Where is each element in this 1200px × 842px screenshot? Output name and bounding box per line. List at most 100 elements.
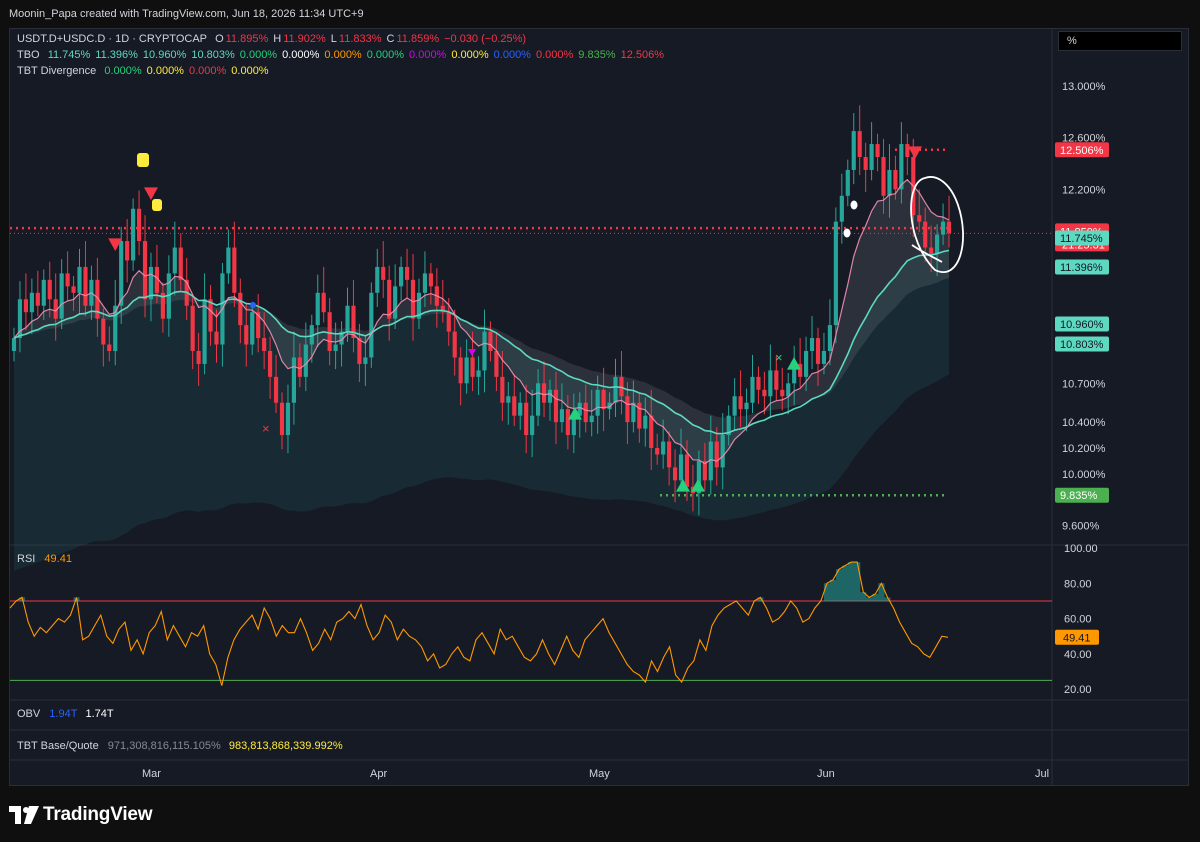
tbo-value-12: 9.835% [578, 49, 616, 61]
tbt-divergence-value-2: 0.000% [188, 65, 227, 77]
candle-body [273, 376, 279, 403]
tbt-divergence-legend[interactable]: TBT Divergence 0.000% 0.000% 0.000% 0.000% [17, 65, 273, 77]
rsi-value: 49.41 [44, 553, 72, 565]
candle-body [315, 292, 320, 326]
candle-body [77, 266, 82, 293]
candle-body [821, 351, 827, 364]
candle-body [798, 363, 803, 377]
candle-body [309, 325, 314, 345]
candle-body [684, 454, 690, 487]
candle-body [113, 305, 118, 351]
candle-body [35, 292, 40, 306]
tbo-value-4: 0.000% [239, 49, 278, 61]
candle-body [59, 273, 64, 319]
cross-marker: × [262, 421, 270, 436]
ohlc-value-4: −0.030 (−0.25%) [444, 33, 527, 45]
candle-body [416, 292, 422, 319]
price-axis-tick-label: 10.700% [1062, 378, 1106, 390]
candle-body [244, 325, 249, 345]
candle-body [136, 208, 142, 242]
candle-body [410, 279, 416, 319]
candle-body [154, 266, 160, 293]
candle-body [291, 357, 296, 403]
tbo-values: 11.745% 11.396% 10.960% 10.803% 0.000% 0.000%… [45, 49, 666, 61]
candle-body [500, 376, 505, 403]
candle-body [196, 351, 201, 364]
candle-body [464, 357, 469, 384]
time-axis-tick-label: Apr [370, 768, 387, 780]
candle-body [470, 357, 475, 377]
obv-name: OBV [17, 708, 41, 720]
rsi-name: RSI [17, 553, 36, 565]
candle-body [768, 370, 773, 397]
tbo-value-2: 10.960% [142, 49, 187, 61]
tbo-name: TBO [17, 49, 40, 61]
candle-body [661, 441, 666, 455]
candle-body [345, 305, 350, 332]
sell-signal-marker [108, 238, 123, 251]
candle-body [893, 169, 898, 190]
candle-body [887, 169, 892, 196]
candle-body [672, 467, 678, 481]
obv-legend[interactable]: OBV 1.94T 1.74T [17, 708, 116, 720]
candle-body [559, 409, 564, 423]
candle-body [536, 383, 541, 416]
candle-body [601, 389, 606, 410]
candle-body [667, 441, 672, 468]
candle-body [827, 325, 832, 351]
rsi-last-label-bg [1055, 629, 1099, 645]
candle-body [381, 266, 386, 280]
resistance-price-label-bg [1055, 142, 1109, 158]
tbo-price-label: 10.960% [1060, 319, 1104, 331]
candle-body [488, 331, 493, 351]
ohlc-key: H [273, 33, 282, 45]
candle-body [393, 286, 398, 319]
tbt-base-quote-legend[interactable]: TBT Base/Quote 971,308,816,115.105% 983,… [17, 740, 345, 752]
candle-body [357, 338, 362, 364]
rsi-legend[interactable]: RSI 49.41 [17, 553, 74, 565]
price-scale-unit-button[interactable]: % [1058, 31, 1182, 51]
candle-body [631, 402, 636, 423]
candle-body [863, 157, 868, 170]
candle-body [226, 247, 231, 274]
tbo-legend[interactable]: TBO 11.745% 11.396% 10.960% 10.803% 0.000% 0.… [17, 49, 668, 61]
candle-body [857, 131, 862, 157]
candle-body [178, 247, 183, 280]
candle-body [404, 266, 410, 280]
candle-body [428, 273, 433, 287]
candle-body [208, 299, 213, 332]
candle-body [845, 169, 850, 196]
candle-body [250, 312, 255, 345]
ohlc-value-3: C 11.859% [386, 33, 440, 45]
price-axis-tick-label: 13.000% [1062, 81, 1106, 93]
price-axis-tick-label: 9.600% [1062, 521, 1100, 533]
candle-body [95, 279, 100, 319]
tbt-base-quote-name: TBT Base/Quote [17, 740, 99, 752]
tbo-value-5: 0.000% [282, 49, 320, 61]
symbol-legend[interactable]: USDT.D+USDC.D · 1D · CRYPTOCAP O 11.895% H… [17, 33, 530, 45]
candle-body [899, 144, 904, 190]
obv-value-2: 1.74T [85, 708, 114, 720]
candle-body [327, 312, 332, 351]
candle-body [303, 344, 308, 377]
candle-body [565, 409, 570, 436]
candle-body [738, 396, 743, 410]
candle-body [905, 144, 910, 157]
candle-body [125, 241, 130, 261]
tbo-value-7: 0.000% [366, 49, 405, 61]
candle-body [571, 415, 576, 436]
candle-body [637, 402, 642, 429]
candle-body [476, 370, 481, 377]
rsi-line [9, 561, 949, 686]
candle-body [232, 247, 237, 293]
rsi-axis-tick-label: 40.00 [1064, 649, 1092, 661]
candle-body [202, 299, 207, 364]
candle-body [214, 331, 219, 345]
candle-body [506, 396, 511, 403]
candle-body [524, 402, 529, 436]
tbo-value-9: 0.000% [451, 49, 489, 61]
candle-body [512, 396, 517, 416]
candle-body [262, 338, 267, 351]
sell-signal-marker [143, 187, 158, 200]
